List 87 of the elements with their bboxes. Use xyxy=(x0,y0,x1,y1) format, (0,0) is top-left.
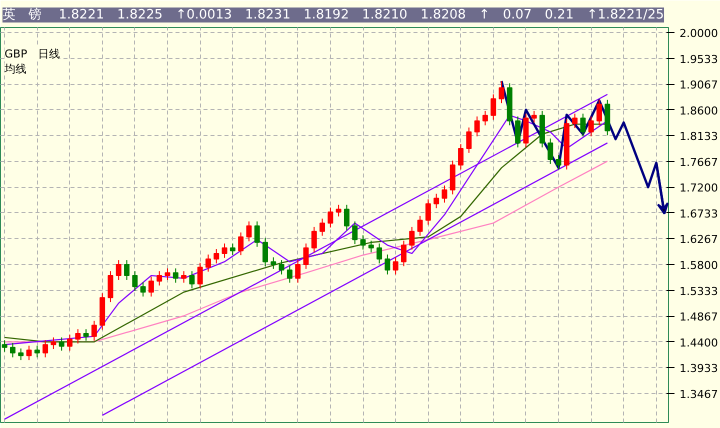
candlestick xyxy=(50,336,56,350)
candlestick xyxy=(466,126,472,154)
candlestick xyxy=(384,254,390,275)
candlestick xyxy=(303,243,309,270)
candlestick xyxy=(148,276,154,298)
candlestick xyxy=(368,240,374,253)
candlestick xyxy=(458,144,464,170)
line-series xyxy=(4,160,608,342)
candlestick xyxy=(34,345,40,358)
candlestick xyxy=(58,336,64,352)
candlestick xyxy=(67,334,72,352)
chart-title: 英 镑 1.8221 1.8225 ↑0.0013 1.8231 1.8192 1.8210 1.8208 ↑ 0.07 0.21 ↑1.8221/25 xyxy=(2,8,664,22)
candlestick xyxy=(482,110,488,126)
candlestick xyxy=(91,320,97,342)
y-tick-label: 1.9533 xyxy=(680,52,718,66)
y-tick-label: 1.8133 xyxy=(680,130,718,144)
annotation: GBP 日线 xyxy=(4,48,60,60)
candlestick xyxy=(246,220,252,242)
candlestick xyxy=(572,113,578,129)
candlestick xyxy=(376,243,382,264)
candlestick xyxy=(222,243,228,258)
candlestick xyxy=(205,254,211,272)
candlestick xyxy=(26,345,32,361)
candlestick xyxy=(311,226,317,253)
y-tick-label: 1.6733 xyxy=(680,207,718,220)
candlestick xyxy=(197,262,203,289)
candlestick xyxy=(588,116,594,137)
candlestick xyxy=(164,268,170,280)
y-tick-label: 1.4867 xyxy=(680,310,718,324)
candlestick xyxy=(320,218,326,236)
candlestick xyxy=(75,328,81,344)
y-tick-label: 2.0000 xyxy=(680,26,718,40)
y-tick-label: 1.3467 xyxy=(680,388,718,401)
candlestick xyxy=(108,270,114,303)
candlestick xyxy=(140,282,146,298)
candlestick xyxy=(181,270,187,284)
candlestick xyxy=(116,260,122,280)
candlestick xyxy=(490,94,496,120)
candlestick xyxy=(132,270,138,292)
candlestick xyxy=(531,110,537,124)
candlestick xyxy=(262,237,268,267)
candlestick xyxy=(580,113,586,137)
candlestick xyxy=(18,348,24,361)
candlestick xyxy=(270,256,276,270)
candlestick xyxy=(156,270,162,286)
candlestick xyxy=(238,232,244,256)
y-tick-label: 1.3933 xyxy=(680,362,718,376)
candlestick xyxy=(124,260,130,280)
candlestick xyxy=(515,116,521,148)
candlestick xyxy=(189,270,195,289)
candlestick xyxy=(425,198,431,226)
candlestick xyxy=(442,185,448,204)
candlestick xyxy=(10,342,16,358)
y-tick-label: 1.7200 xyxy=(680,182,718,195)
y-tick-label: 1.6267 xyxy=(680,233,718,246)
candlestick xyxy=(556,154,562,170)
candlestick xyxy=(401,240,406,267)
candlestick xyxy=(254,220,260,248)
candlestick xyxy=(278,260,284,275)
candlestick xyxy=(286,265,292,284)
candlestick xyxy=(548,138,554,164)
y-tick-label: 1.9067 xyxy=(680,78,718,92)
candlestick xyxy=(392,256,398,275)
candlestick xyxy=(336,204,342,217)
candlestick xyxy=(498,80,504,104)
candlestick xyxy=(230,243,236,256)
candlestick xyxy=(417,215,423,236)
candlestick xyxy=(328,207,334,228)
y-tick-label: 1.4400 xyxy=(680,336,718,350)
y-tick-label: 1.5800 xyxy=(680,259,718,272)
candlestick xyxy=(596,99,602,126)
candlestick xyxy=(2,340,8,352)
candlestick xyxy=(83,328,89,342)
candlestick xyxy=(352,220,358,245)
candlestick xyxy=(360,234,366,250)
y-tick-label: 1.7667 xyxy=(680,156,718,169)
annotation: 均线 xyxy=(4,62,26,76)
candlestick xyxy=(409,226,415,250)
candlestick xyxy=(295,260,301,284)
candlestick xyxy=(344,204,350,231)
y-tick-label: 1.8600 xyxy=(680,104,718,118)
y-tick-label: 1.5333 xyxy=(680,284,718,298)
candlestick xyxy=(214,248,220,264)
candlestick xyxy=(474,116,480,137)
candlestick xyxy=(172,268,178,284)
candlestick xyxy=(434,193,440,209)
candlestick xyxy=(42,340,48,358)
